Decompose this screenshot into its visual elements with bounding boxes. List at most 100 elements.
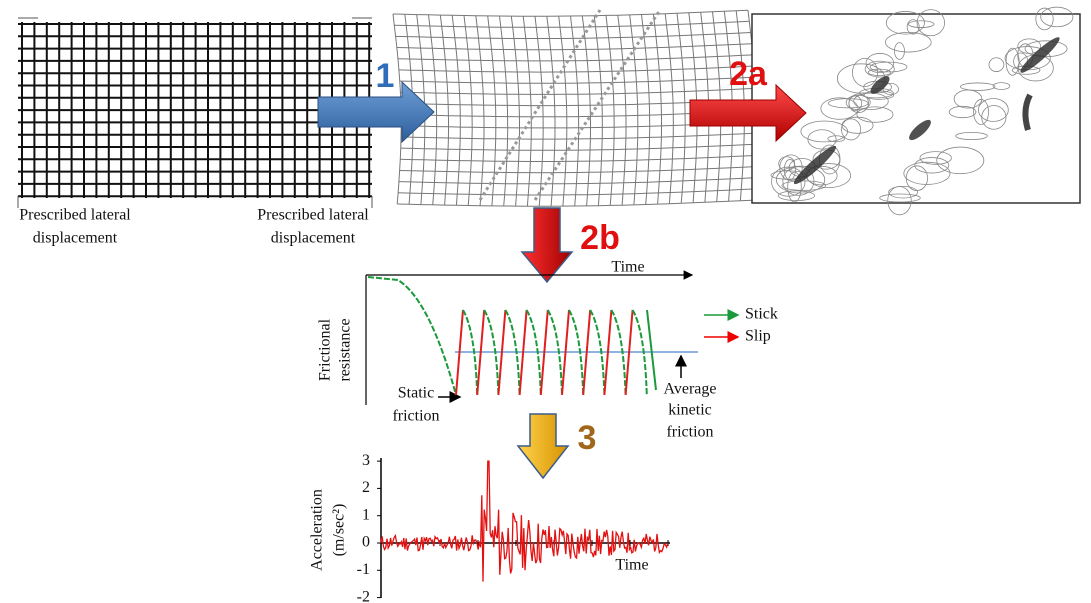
contour-line bbox=[841, 118, 862, 141]
contour-line bbox=[1040, 6, 1074, 28]
stick-line bbox=[646, 309, 657, 391]
contour-line bbox=[879, 193, 921, 203]
mesh-line bbox=[570, 15, 580, 207]
mesh-line bbox=[617, 15, 627, 206]
step-label: 3 bbox=[578, 419, 597, 457]
mesh-line bbox=[399, 76, 755, 84]
stick-line bbox=[525, 309, 542, 396]
slip-line bbox=[455, 309, 464, 396]
kinetic-label: kinetic bbox=[668, 402, 712, 419]
mesh-line bbox=[558, 16, 568, 207]
mesh-line bbox=[396, 43, 752, 51]
contour-line bbox=[869, 61, 908, 73]
y-tick-label: -2 bbox=[357, 588, 370, 603]
mesh-line bbox=[428, 14, 438, 205]
mesh-line bbox=[664, 13, 674, 204]
contour-line bbox=[864, 60, 895, 78]
friction-plot: Time Frictional resistance Stick Slip St… bbox=[317, 259, 778, 441]
shear-zone bbox=[870, 76, 890, 94]
y-tick-label: 1 bbox=[362, 506, 370, 523]
right-label: displacement bbox=[271, 230, 356, 247]
shear-band bbox=[533, 9, 662, 201]
contour-line bbox=[885, 32, 932, 53]
mesh-line bbox=[534, 16, 544, 207]
arrow-2b bbox=[520, 207, 574, 284]
mesh-line bbox=[400, 155, 756, 162]
step-label: 2b bbox=[580, 219, 620, 257]
contour-line bbox=[777, 190, 816, 201]
legend-stick: Stick bbox=[745, 306, 778, 323]
contour-line bbox=[781, 180, 827, 191]
stick-line bbox=[589, 309, 606, 396]
mesh-line bbox=[652, 14, 662, 205]
left-label: Prescribed lateral bbox=[19, 207, 131, 224]
y-tick-label: 0 bbox=[362, 534, 370, 551]
contour-line bbox=[916, 9, 945, 37]
contour-line bbox=[914, 157, 950, 174]
step-label: 1 bbox=[376, 57, 395, 95]
stick-line bbox=[504, 309, 521, 396]
mesh-line bbox=[400, 143, 756, 151]
stick-line bbox=[462, 309, 479, 396]
contour-line bbox=[787, 171, 802, 203]
contour-line bbox=[887, 186, 912, 216]
mesh-line bbox=[399, 166, 755, 174]
contour-line bbox=[827, 135, 845, 143]
mesh-line bbox=[593, 15, 603, 206]
stick-curve bbox=[367, 276, 457, 396]
mesh-line bbox=[395, 32, 751, 39]
contour-line bbox=[827, 98, 869, 109]
contour-line bbox=[973, 99, 989, 125]
mesh-line bbox=[605, 15, 615, 206]
left-label: displacement bbox=[33, 230, 118, 247]
slip-line bbox=[561, 309, 570, 396]
contour-line bbox=[885, 11, 925, 35]
mesh-line bbox=[463, 15, 473, 206]
contour-line bbox=[782, 166, 815, 196]
contour-line bbox=[906, 19, 920, 35]
contour-line bbox=[1035, 7, 1054, 31]
kinetic-label: Average bbox=[664, 381, 717, 398]
mesh-line bbox=[398, 177, 754, 185]
acceleration-trace bbox=[380, 460, 669, 582]
contour-line bbox=[936, 146, 985, 175]
contour-line bbox=[992, 82, 1011, 90]
kinetic-label: friction bbox=[666, 424, 713, 441]
right-label: Prescribed lateral bbox=[257, 207, 369, 224]
mesh-line bbox=[475, 15, 485, 206]
y-tick-label: -1 bbox=[357, 561, 370, 578]
slip-line bbox=[497, 309, 507, 396]
contour-line bbox=[1024, 40, 1068, 58]
stick-line bbox=[610, 309, 627, 396]
y-tick-label: 3 bbox=[362, 452, 370, 469]
legend-slip: Slip bbox=[745, 328, 771, 345]
arrow-3 bbox=[516, 413, 570, 480]
slip-line bbox=[603, 309, 613, 396]
arrow-2a bbox=[689, 83, 807, 143]
y-label: Frictional bbox=[317, 318, 334, 381]
shear-band bbox=[478, 9, 602, 201]
contour-line bbox=[919, 151, 952, 165]
mesh-line bbox=[397, 199, 753, 207]
contour-line bbox=[867, 68, 892, 77]
y-label: (m/sec²) bbox=[331, 504, 348, 557]
contour-line bbox=[807, 129, 837, 150]
contour-line bbox=[779, 154, 803, 181]
slip-line bbox=[582, 309, 592, 396]
contour-line bbox=[848, 93, 869, 113]
mesh-line bbox=[510, 16, 520, 207]
static-label: friction bbox=[392, 408, 439, 425]
acceleration-plot: Time Acceleration (m/sec²) 3 2 1 0 -1 -2 bbox=[309, 452, 670, 603]
contour-line bbox=[959, 82, 996, 91]
mesh-line bbox=[629, 14, 639, 205]
step-label: 2a bbox=[729, 55, 768, 93]
slip-line bbox=[539, 309, 549, 396]
contour-line bbox=[988, 57, 1005, 72]
contour-line bbox=[800, 120, 849, 143]
y-label: resistance bbox=[337, 318, 354, 381]
contour-line bbox=[981, 105, 1007, 130]
mesh-line bbox=[676, 13, 686, 204]
contour-line bbox=[778, 156, 796, 172]
stick-line bbox=[546, 309, 563, 396]
